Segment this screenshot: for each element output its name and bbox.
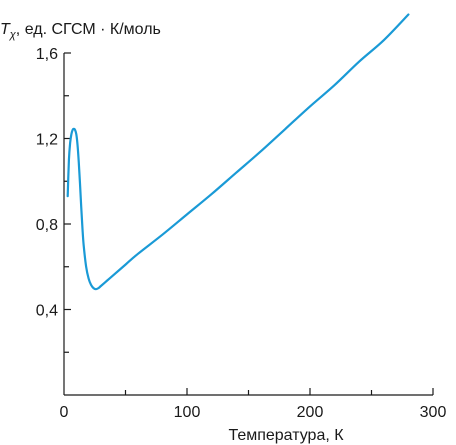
- x-axis-title: Температура, К: [228, 427, 344, 444]
- y-axis-title-rest: , ед. СГСМ · К/моль: [16, 21, 161, 38]
- x-tick-label: 300: [420, 404, 447, 421]
- series-line: [66, 13, 410, 291]
- y-tick-label: 0,8: [36, 217, 58, 234]
- x-tick-label: 100: [174, 404, 201, 421]
- axes: [63, 53, 433, 396]
- y-tick-label: 1,2: [36, 132, 58, 149]
- x-tick-label: 200: [297, 404, 324, 421]
- y-tick-label: 1,6: [36, 46, 58, 63]
- y-axis-title-subscript: χ: [9, 29, 17, 41]
- series: [66, 13, 410, 291]
- tick-labels: 0 100 200 300 0,4 0,8 1,2 1,6: [36, 46, 447, 421]
- y-axis-title: Tχ, ед. СГСМ · К/моль: [0, 21, 161, 41]
- y-tick-label: 0,4: [36, 303, 58, 320]
- ticks: [64, 52, 434, 395]
- y-axis-title-symbol: T: [0, 21, 11, 38]
- x-tick-label: 0: [60, 404, 69, 421]
